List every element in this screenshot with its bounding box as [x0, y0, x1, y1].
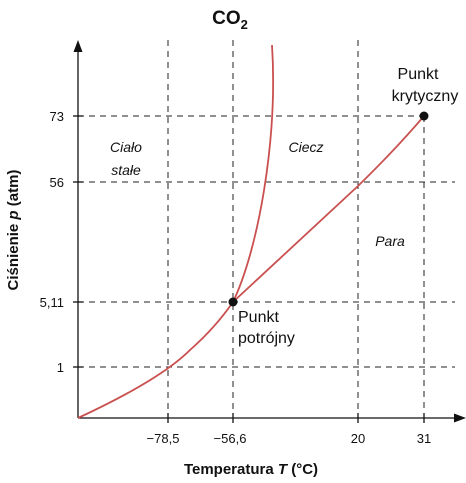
critical-point-marker — [419, 111, 429, 121]
critical-point-label-2: krytyczny — [392, 88, 459, 105]
x-tick-label: −78,5 — [147, 431, 180, 446]
y-axis-arrow — [73, 40, 83, 52]
x-tick-marks — [167, 413, 425, 423]
sublimation-curve — [77, 301, 234, 419]
x-tick-label: −56,6 — [214, 431, 247, 446]
y-tick-marks — [73, 115, 83, 368]
triple-point-marker — [228, 297, 238, 307]
y-axis-label: Ciśnienie p (atm) — [5, 170, 22, 291]
triple-point-label-1: Punkt — [238, 309, 279, 326]
x-axis-arrow — [454, 413, 466, 423]
region-solid-label-2: stałe — [111, 162, 141, 178]
y-tick-label: 73 — [50, 109, 64, 124]
x-tick-label: 20 — [351, 431, 365, 446]
y-tick-label: 56 — [50, 175, 64, 190]
y-tick-label: 5,11 — [40, 295, 64, 310]
melting-curve — [232, 44, 274, 303]
x-tick-label: 31 — [417, 431, 431, 446]
chart-title: CO2 — [212, 8, 248, 32]
vaporization-curve — [232, 115, 425, 303]
region-liquid-label: Ciecz — [288, 139, 323, 155]
y-tick-label: 1 — [57, 360, 64, 375]
x-axis-label: Temperatura T (°C) — [184, 461, 318, 478]
region-solid-label-1: Ciało — [110, 139, 142, 155]
region-gas-label: Para — [375, 233, 405, 249]
critical-point-label-1: Punkt — [398, 66, 439, 83]
triple-point-label-2: potrójny — [238, 330, 295, 347]
